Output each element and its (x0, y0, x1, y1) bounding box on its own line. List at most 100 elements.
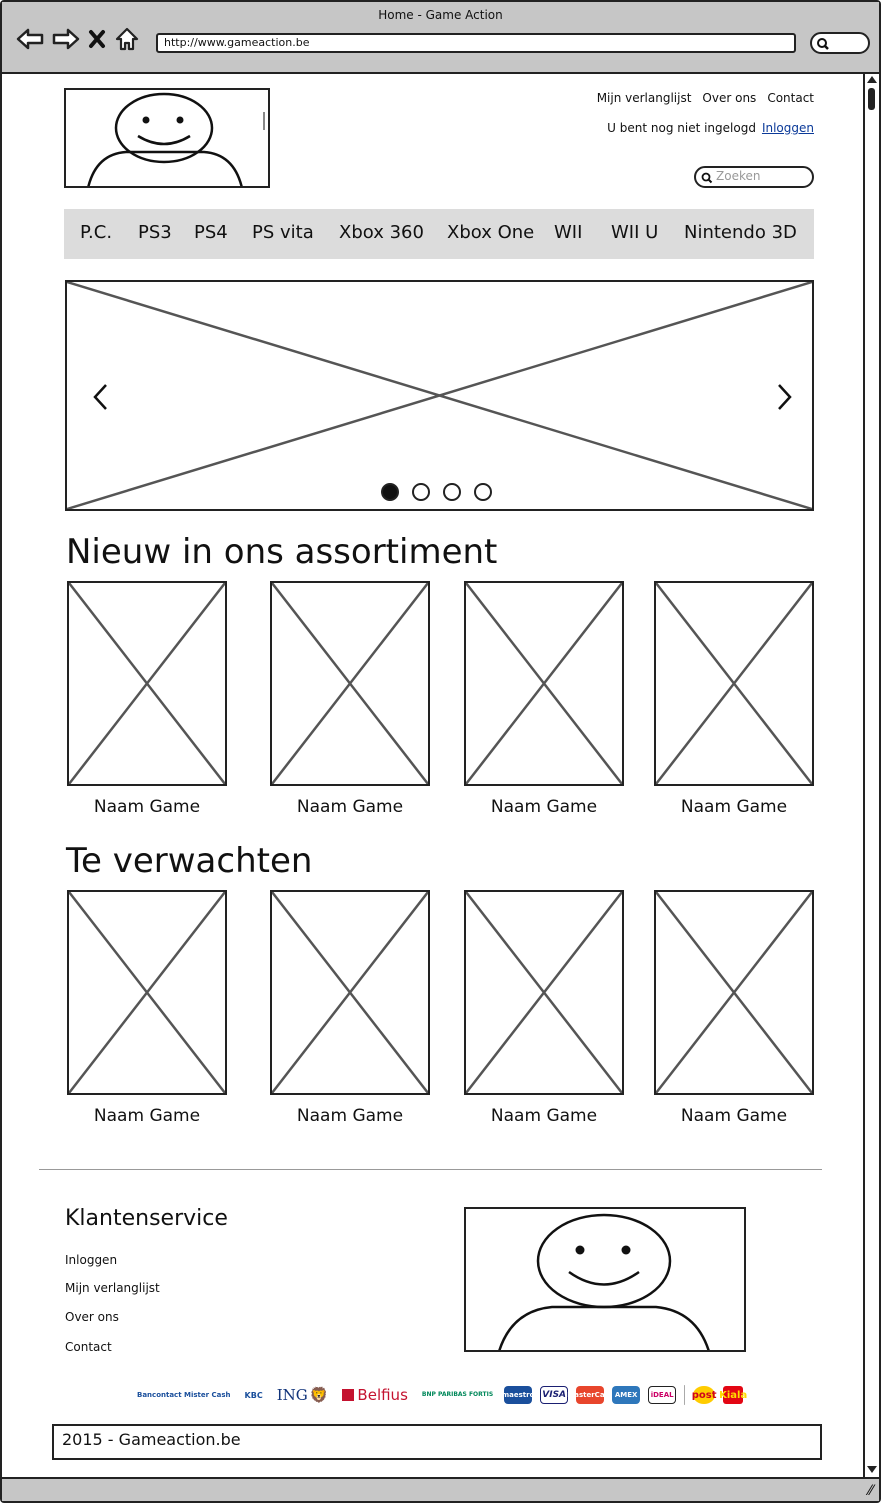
kbc-logo: KBC (244, 1390, 263, 1400)
vertical-scrollbar[interactable] (863, 74, 879, 1477)
bancontact-logo: Bancontact Mister Cash (137, 1390, 231, 1399)
scroll-down-arrow-icon[interactable] (867, 1466, 877, 1473)
ing-label: ING (276, 1386, 308, 1404)
footer-link-wishlist[interactable]: Mijn verlanglijst (65, 1281, 160, 1295)
menu-item-wii[interactable]: WII (554, 222, 583, 243)
game-name[interactable]: Naam Game (680, 1106, 788, 1126)
game-card-image[interactable] (270, 581, 430, 786)
amex-logo: AMEX (612, 1386, 641, 1404)
search-icon (817, 38, 829, 50)
navigation-buttons (16, 26, 140, 52)
menu-item-nintendo-3d[interactable]: Nintendo 3D (684, 222, 797, 243)
copyright-bar: 2015 - Gameaction.be (52, 1424, 822, 1460)
footer-image (464, 1207, 746, 1352)
carousel-dot-2[interactable] (412, 483, 430, 501)
menu-item-ps3[interactable]: PS3 (138, 222, 172, 243)
section-heading-new: Nieuw in ons assortiment (66, 532, 498, 572)
ideal-logo: iDEAL (648, 1386, 677, 1404)
top-link-wishlist[interactable]: Mijn verlanglijst (596, 91, 692, 105)
kiala-logo: Kiala (719, 1386, 747, 1404)
image-carousel[interactable] (65, 280, 814, 511)
game-name[interactable]: Naam Game (296, 797, 404, 817)
stop-x-icon[interactable] (88, 29, 106, 49)
chevron-left-icon[interactable] (91, 382, 109, 412)
mastercard-logo: MasterCard (567, 1386, 613, 1404)
search-icon (701, 172, 713, 184)
home-icon[interactable] (114, 26, 140, 52)
menu-item-pc[interactable]: P.C. (80, 222, 113, 243)
forward-arrow-icon[interactable] (52, 27, 80, 51)
belfius-square-icon (342, 1389, 355, 1401)
carousel-dot-4[interactable] (474, 483, 492, 501)
game-card-image[interactable] (464, 890, 624, 1095)
image-placeholder-icon (466, 892, 622, 1093)
top-link-contact[interactable]: Contact (767, 91, 814, 105)
game-card-image[interactable] (270, 890, 430, 1095)
scroll-up-arrow-icon[interactable] (867, 76, 877, 83)
top-link-about[interactable]: Over ons (702, 91, 757, 105)
site-search-input[interactable]: Zoeken (694, 166, 814, 188)
image-placeholder-icon (272, 892, 428, 1093)
game-card-image[interactable] (464, 581, 624, 786)
image-placeholder-icon (656, 892, 812, 1093)
carousel-dot-1[interactable] (381, 483, 399, 501)
platform-menu: P.C. PS3 PS4 PS vita Xbox 360 Xbox One W… (64, 209, 814, 259)
image-placeholder-icon (466, 583, 622, 784)
payment-methods: Bancontact Mister Cash KBC ING 🦁 Belfius … (134, 1384, 747, 1406)
image-placeholder-icon (69, 892, 225, 1093)
browser-toolbar: Home - Game Action http://www.gameaction… (2, 2, 879, 74)
chevron-right-icon[interactable] (776, 382, 794, 412)
game-name[interactable]: Naam Game (93, 797, 201, 817)
image-placeholder-icon (272, 583, 428, 784)
top-links: Mijn verlanglijst Over ons Contact (597, 91, 814, 105)
game-card-image[interactable] (654, 581, 814, 786)
footer-link-login[interactable]: Inloggen (65, 1253, 118, 1267)
footer-heading: Klantenservice (65, 1206, 228, 1231)
post-logo: post (692, 1386, 717, 1404)
site-logo[interactable] (64, 88, 270, 188)
game-name[interactable]: Naam Game (490, 797, 598, 817)
page-viewport: Mijn verlanglijst Over ons Contact U ben… (2, 74, 863, 1477)
address-bar[interactable]: http://www.gameaction.be (156, 33, 796, 53)
menu-item-ps-vita[interactable]: PS vita (252, 222, 314, 243)
login-link[interactable]: Inloggen (761, 121, 814, 135)
ing-logo: ING 🦁 (274, 1386, 332, 1404)
window-title: Home - Game Action (378, 8, 503, 22)
image-placeholder-icon (656, 583, 812, 784)
carousel-image-placeholder (67, 282, 812, 509)
game-name[interactable]: Naam Game (296, 1106, 404, 1126)
back-arrow-icon[interactable] (16, 27, 44, 51)
game-card-image[interactable] (67, 581, 227, 786)
game-card-image[interactable] (67, 890, 227, 1095)
scrollbar-thumb[interactable] (868, 88, 875, 110)
browser-search-field[interactable] (810, 32, 870, 54)
menu-item-xbox-360[interactable]: Xbox 360 (339, 222, 424, 243)
menu-item-ps4[interactable]: PS4 (194, 222, 228, 243)
footer-divider (39, 1169, 822, 1170)
carousel-indicators (381, 483, 492, 501)
login-status: U bent nog niet ingelogd Inloggen (607, 121, 814, 135)
maestro-logo: maestro (502, 1386, 534, 1404)
lion-icon: 🦁 (309, 1386, 329, 1404)
login-status-text: U bent nog niet ingelogd (607, 121, 756, 135)
section-heading-upcoming: Te verwachten (66, 841, 313, 881)
carousel-dot-3[interactable] (443, 483, 461, 501)
image-placeholder-icon (69, 583, 225, 784)
menu-item-wii-u[interactable]: WII U (611, 222, 659, 243)
footer-link-contact[interactable]: Contact (65, 1340, 112, 1354)
game-card-image[interactable] (654, 890, 814, 1095)
visa-logo: VISA (540, 1386, 569, 1404)
footer-link-about[interactable]: Over ons (65, 1310, 119, 1324)
belfius-label: Belfius (357, 1386, 408, 1404)
bnp-paribas-fortis-logo: BNP PARIBAS FORTIS (421, 1391, 494, 1398)
game-name[interactable]: Naam Game (93, 1106, 201, 1126)
resize-grip-icon[interactable]: ⁄⁄ (868, 1483, 873, 1499)
logo-placeholder-face-icon (87, 92, 265, 186)
status-bar: ⁄⁄ (2, 1477, 879, 1501)
game-name[interactable]: Naam Game (680, 797, 788, 817)
payment-separator (684, 1385, 686, 1405)
placeholder-face-icon (498, 1213, 710, 1350)
game-name[interactable]: Naam Game (490, 1106, 598, 1126)
menu-item-xbox-one[interactable]: Xbox One (447, 222, 535, 243)
